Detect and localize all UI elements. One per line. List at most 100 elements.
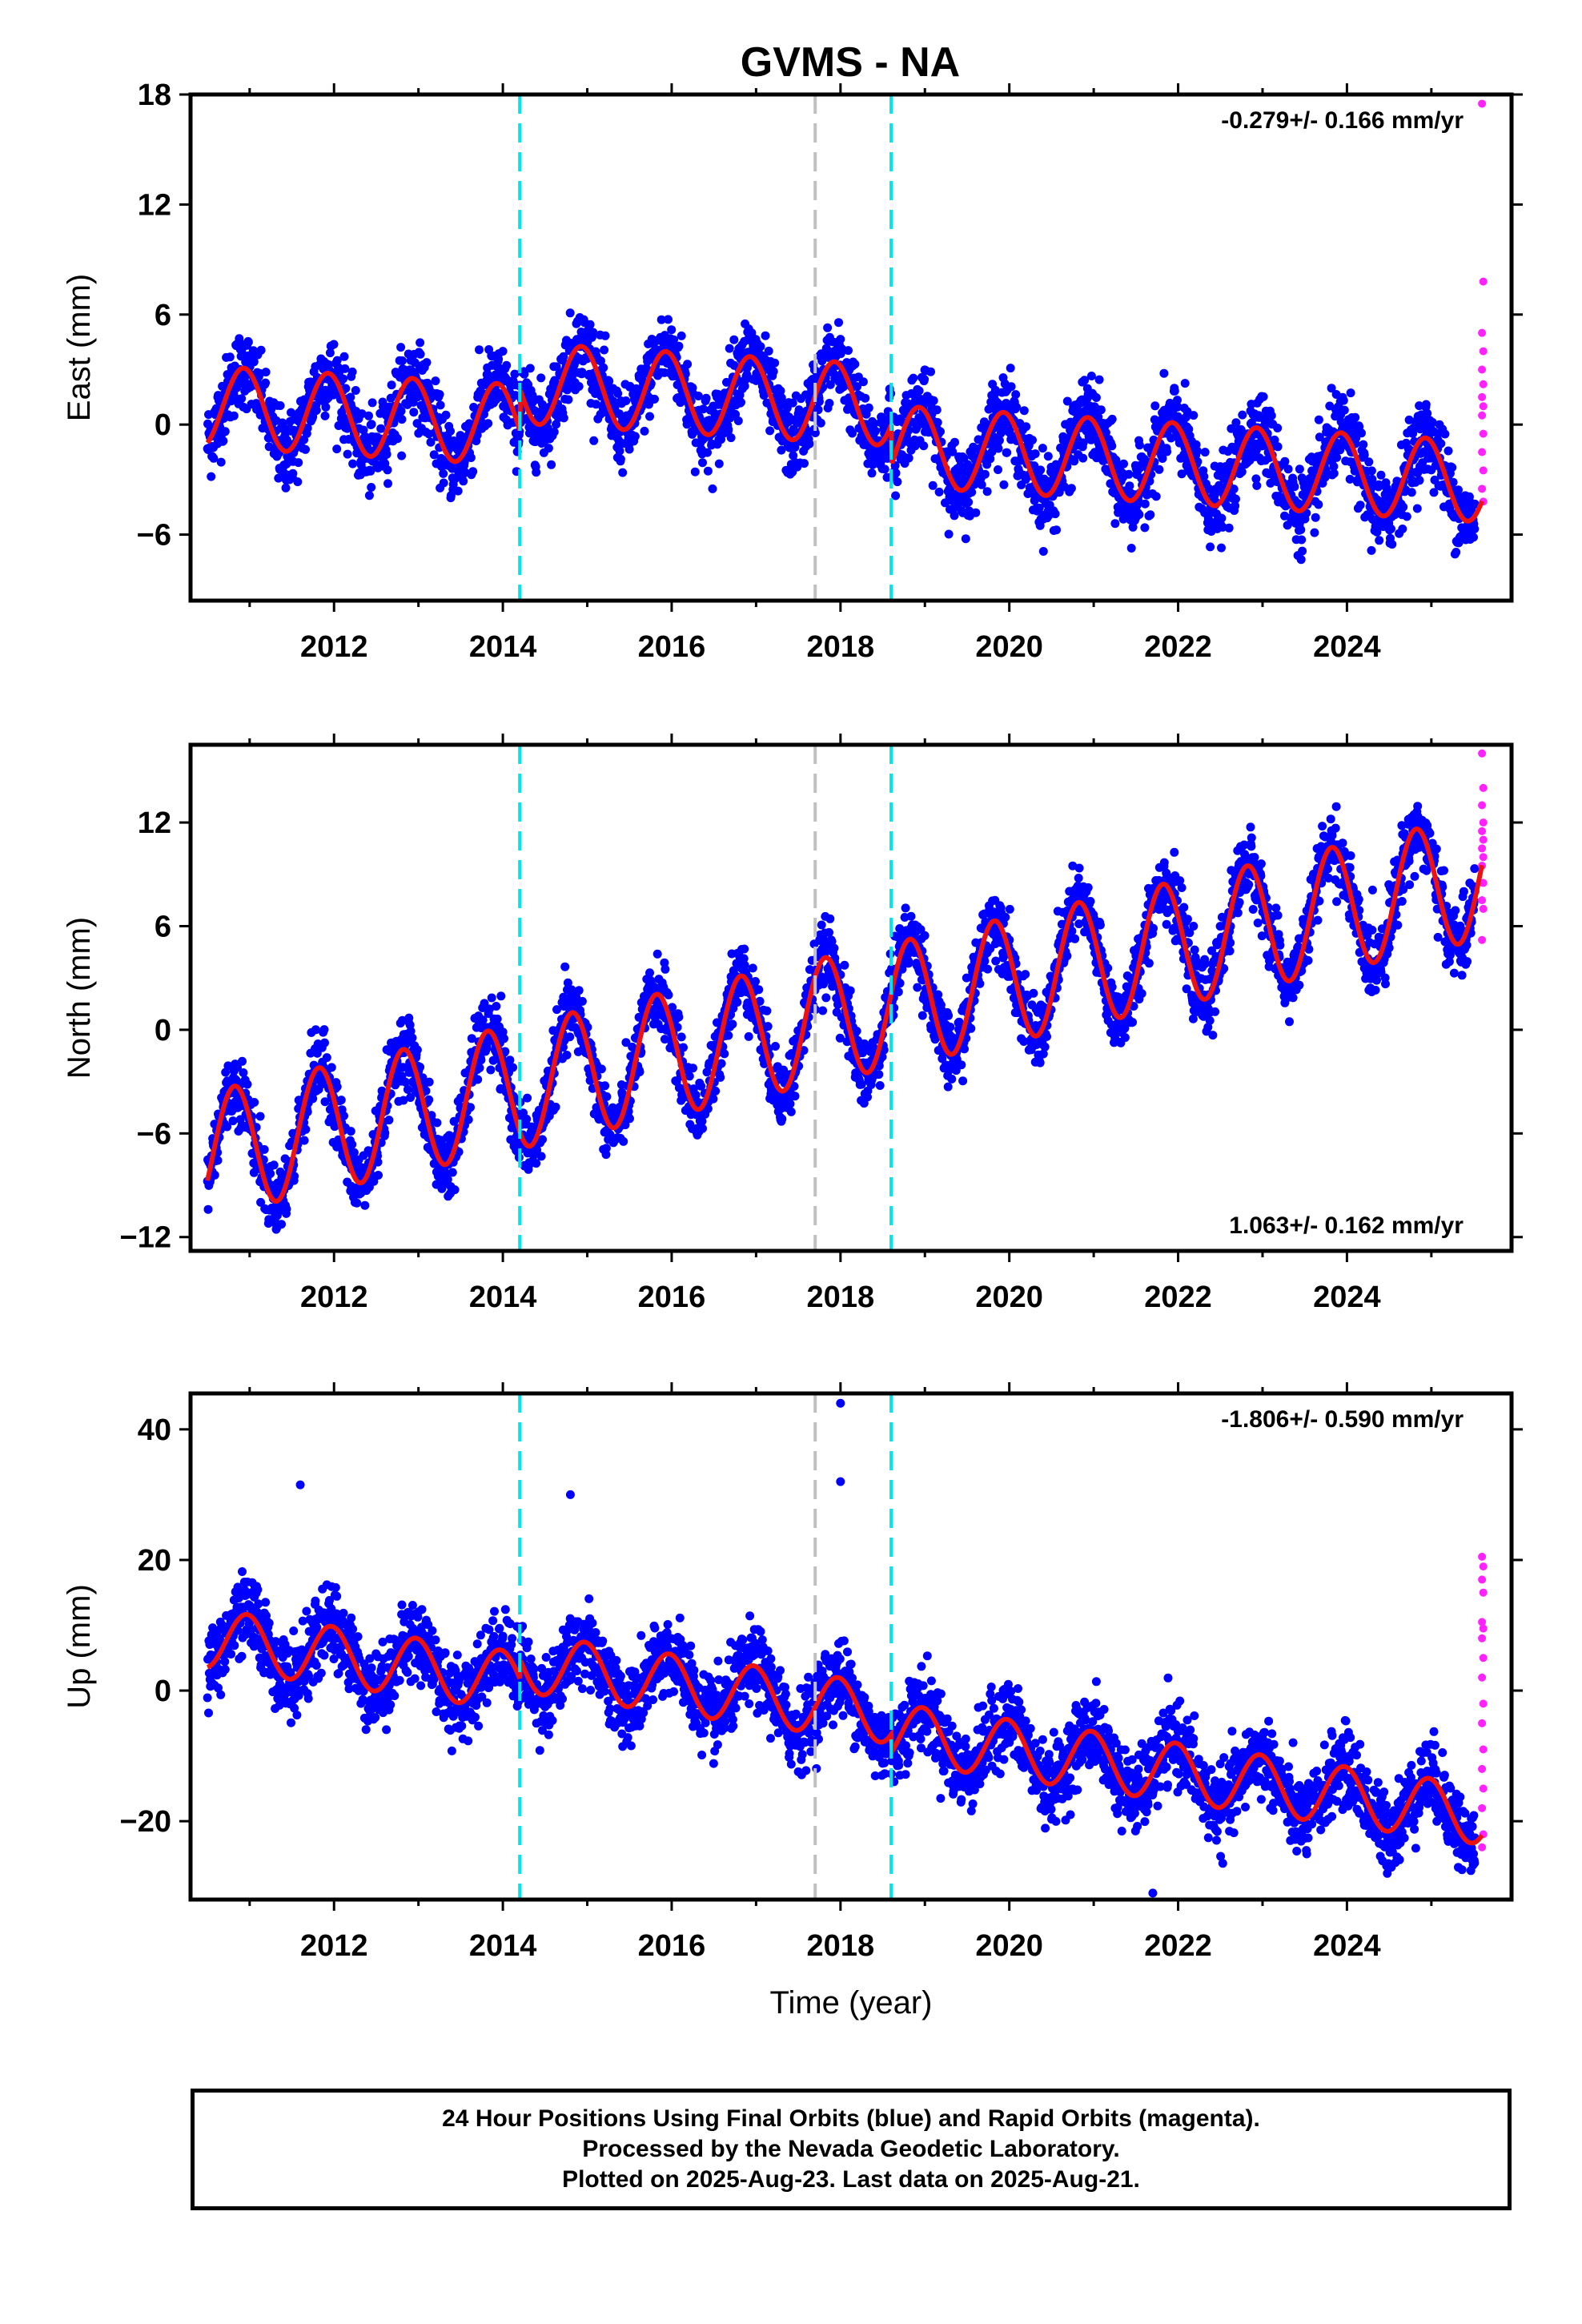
final-point (1387, 524, 1395, 533)
final-point (701, 393, 711, 403)
final-point (1346, 388, 1355, 398)
final-point (596, 356, 605, 366)
final-point (441, 410, 451, 420)
final-point (564, 395, 573, 404)
rapid-orbit-points-east (1478, 99, 1488, 506)
final-point (1296, 525, 1306, 534)
final-point (1329, 462, 1339, 471)
final-point (1339, 405, 1349, 415)
final-point (1030, 461, 1039, 471)
final-point (728, 1019, 737, 1029)
final-point (319, 1025, 329, 1035)
final-point (1128, 522, 1138, 532)
final-point (867, 468, 877, 478)
final-point (698, 404, 708, 414)
final-point (769, 367, 778, 376)
final-point (216, 457, 226, 467)
final-point (1012, 402, 1022, 412)
final-point (1086, 372, 1096, 380)
final-point (1154, 464, 1164, 474)
final-point (450, 1185, 460, 1195)
final-point (565, 1032, 575, 1042)
final-point (825, 399, 834, 408)
rapid-point (1479, 380, 1488, 388)
final-point (1412, 504, 1422, 513)
final-point (243, 337, 253, 347)
final-point (600, 345, 609, 355)
final-point (600, 331, 610, 340)
final-point (1091, 393, 1101, 402)
final-point (698, 458, 707, 468)
final-point (1215, 480, 1224, 490)
final-point (724, 424, 733, 434)
final-point (1094, 375, 1104, 384)
final-point (551, 1102, 560, 1112)
final-point (1440, 429, 1450, 439)
final-point (1387, 540, 1397, 549)
final-point (1367, 545, 1376, 555)
final-point (618, 468, 628, 477)
final-point (1311, 513, 1320, 522)
final-point (347, 1140, 357, 1149)
final-point (1359, 440, 1368, 449)
final-point (1038, 547, 1048, 556)
final-point (585, 320, 595, 329)
final-point (343, 449, 352, 459)
final-point (288, 468, 298, 478)
final-point (790, 443, 800, 452)
final-point (770, 358, 780, 368)
final-point (374, 1171, 383, 1180)
final-point (805, 439, 814, 448)
final-point (492, 1002, 501, 1011)
final-point (613, 388, 623, 398)
final-point (321, 402, 331, 412)
final-point (926, 367, 935, 376)
final-point (1038, 444, 1047, 453)
final-point (709, 1094, 718, 1104)
final-point (1159, 368, 1169, 378)
final-point (936, 427, 945, 436)
final-point (1367, 466, 1376, 476)
final-point (522, 1114, 532, 1124)
final-point (348, 459, 358, 468)
final-point (565, 308, 575, 318)
x-tick-label: 2016 (638, 630, 706, 664)
final-point (1447, 463, 1457, 472)
final-point (1062, 396, 1072, 406)
final-point (1436, 439, 1446, 448)
final-point (616, 454, 625, 464)
final-point (990, 385, 1000, 395)
x-tick-label: 2014 (469, 630, 537, 664)
final-point (630, 432, 640, 441)
final-point (451, 474, 460, 484)
final-point (825, 380, 835, 389)
final-point (948, 447, 958, 456)
final-point (336, 1096, 346, 1105)
final-point (977, 480, 986, 489)
final-point (810, 428, 820, 437)
final-point (788, 398, 797, 408)
final-point (674, 1012, 684, 1022)
final-point (1421, 400, 1431, 409)
final-point (871, 426, 881, 436)
final-point (397, 451, 407, 460)
final-point (588, 328, 598, 337)
final-point (559, 352, 568, 361)
final-point (1070, 456, 1079, 466)
final-point (742, 370, 752, 380)
final-point (397, 415, 407, 424)
final-point (1173, 402, 1182, 412)
final-point (359, 425, 368, 435)
final-point (1028, 436, 1037, 444)
final-point (282, 1204, 291, 1214)
final-point (549, 427, 559, 436)
final-point (1280, 456, 1290, 466)
final-point (475, 1063, 484, 1072)
final-point (508, 1063, 518, 1072)
final-point (559, 413, 568, 423)
final-point (339, 352, 349, 361)
final-point (547, 460, 556, 469)
final-point (1295, 464, 1304, 474)
final-point (311, 405, 321, 415)
